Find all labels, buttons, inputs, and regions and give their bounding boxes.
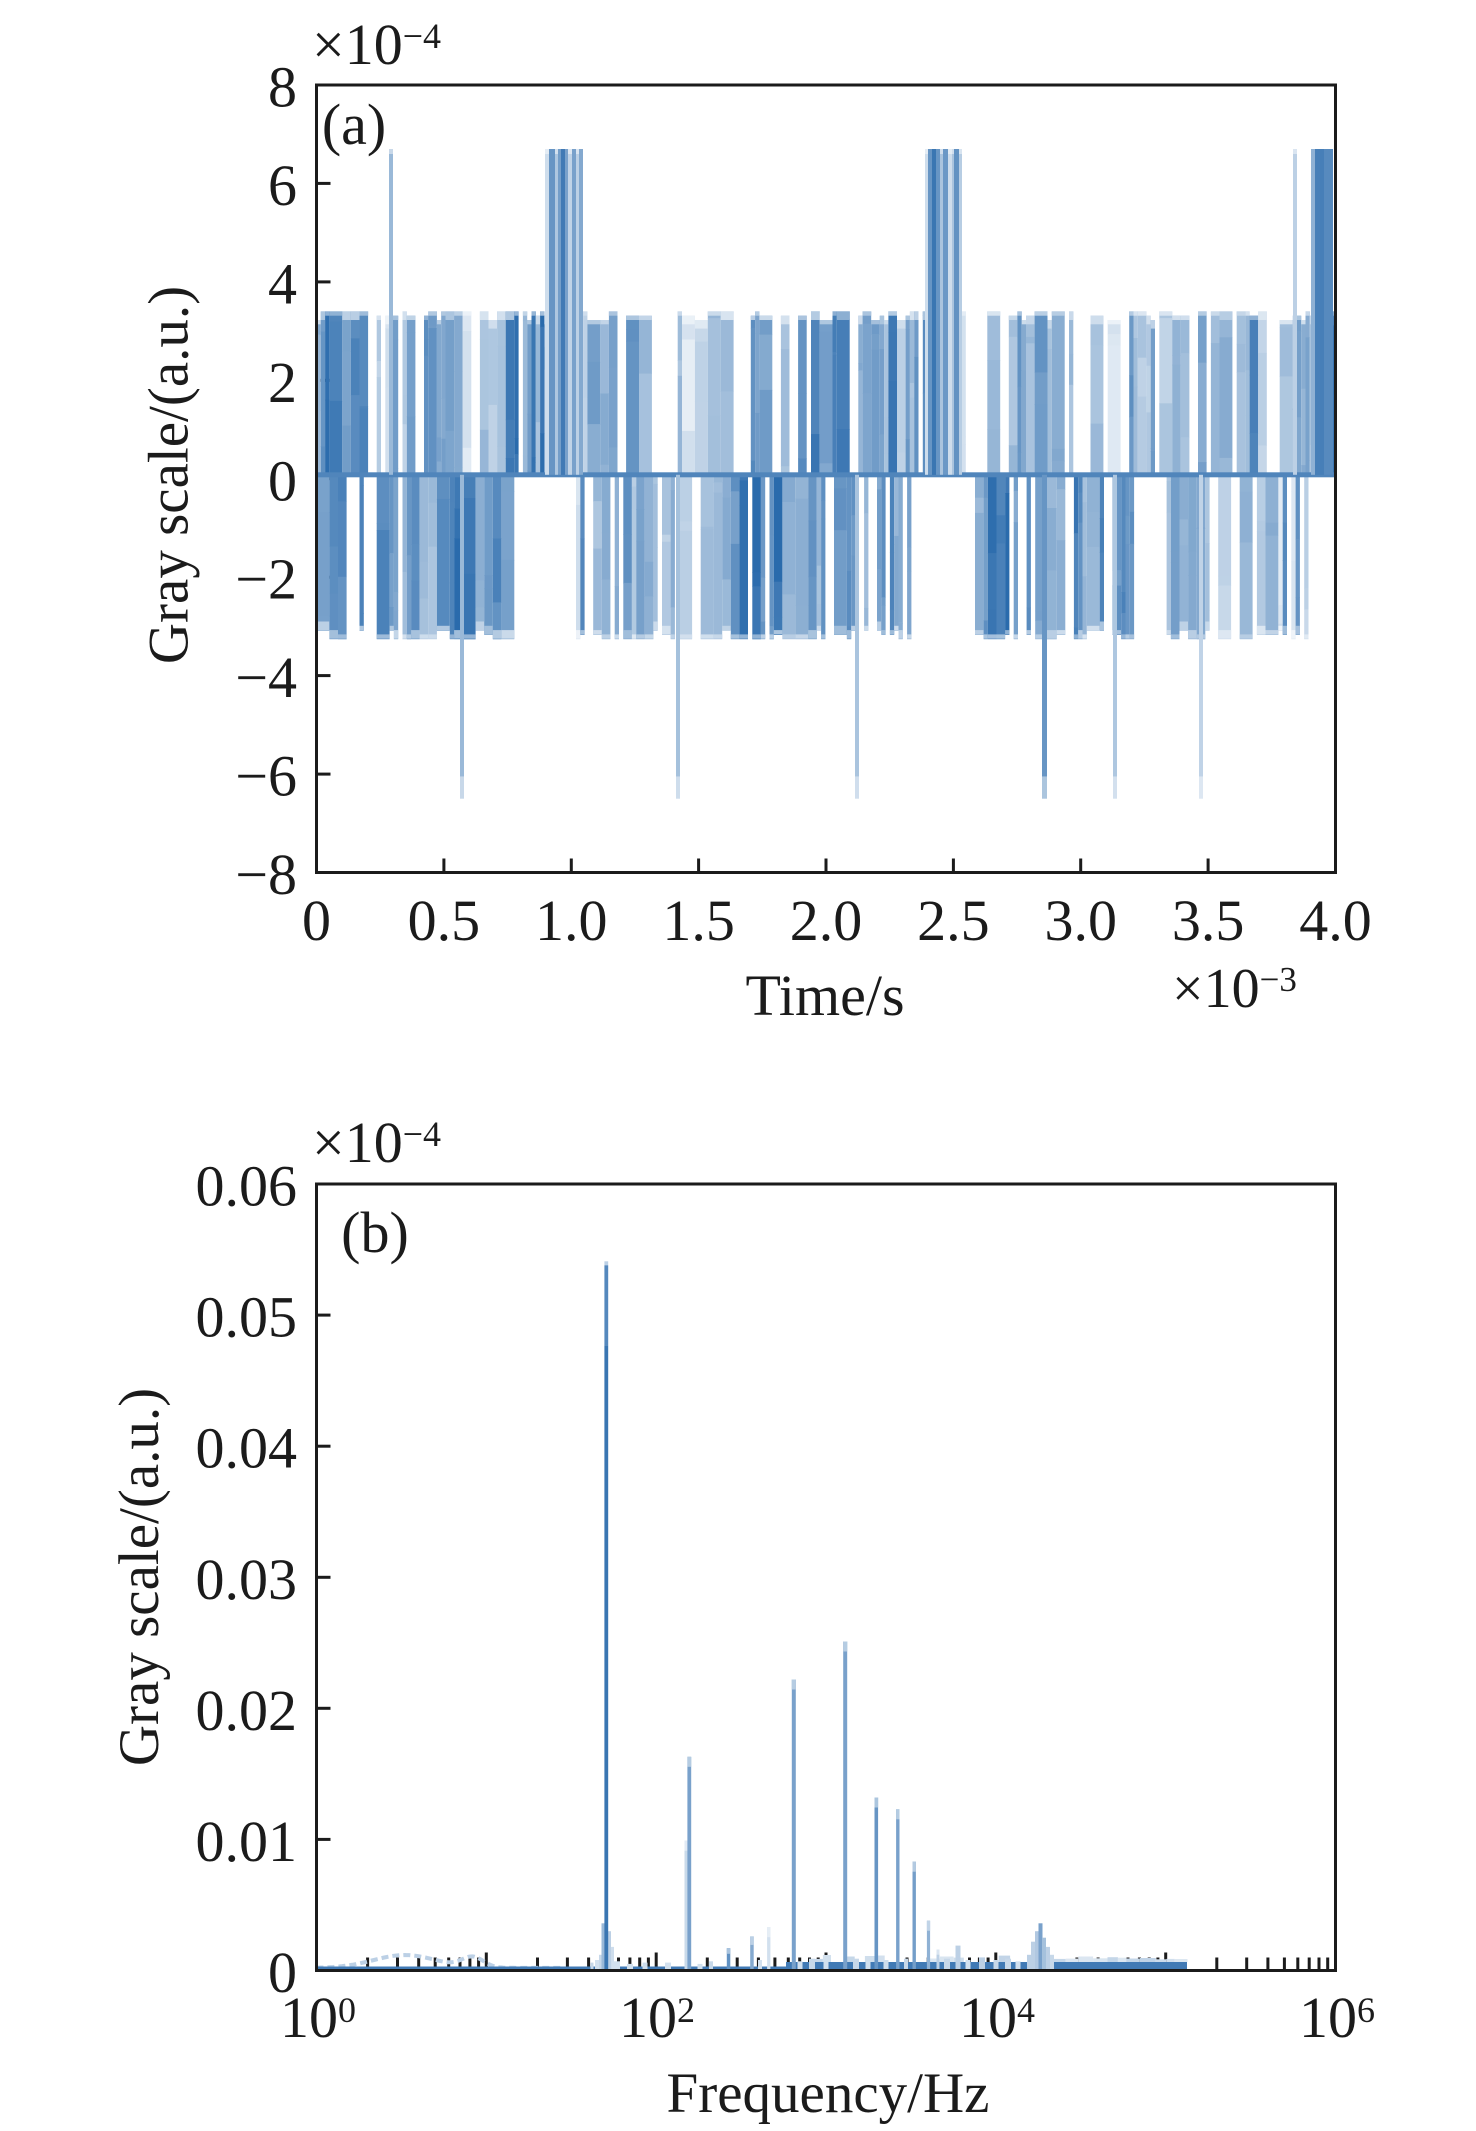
svg-text:2.0: 2.0 bbox=[790, 888, 863, 953]
svg-text:0: 0 bbox=[268, 448, 297, 513]
svg-text:4: 4 bbox=[268, 251, 297, 316]
svg-text:8: 8 bbox=[268, 55, 297, 120]
svg-text:1.0: 1.0 bbox=[535, 888, 608, 953]
svg-text:0.03: 0.03 bbox=[196, 1547, 298, 1612]
svg-text:0: 0 bbox=[302, 888, 331, 953]
svg-text:−4: −4 bbox=[235, 645, 297, 710]
svg-text:1.5: 1.5 bbox=[662, 888, 735, 953]
svg-text:0.5: 0.5 bbox=[408, 888, 481, 953]
svg-text:2: 2 bbox=[268, 350, 297, 415]
svg-text:3.0: 3.0 bbox=[1045, 888, 1118, 953]
svg-text:−2: −2 bbox=[235, 547, 297, 612]
svg-text:4.0: 4.0 bbox=[1299, 888, 1372, 953]
svg-text:Gray scale/(a.u.): Gray scale/(a.u.) bbox=[108, 1388, 171, 1766]
svg-text:0.06: 0.06 bbox=[196, 1154, 298, 1219]
svg-text:Gray scale/(a.u.): Gray scale/(a.u.) bbox=[138, 286, 201, 664]
svg-text:−6: −6 bbox=[235, 744, 297, 809]
svg-text:6: 6 bbox=[268, 153, 297, 218]
svg-text:0.02: 0.02 bbox=[196, 1678, 298, 1743]
svg-text:0.04: 0.04 bbox=[196, 1416, 298, 1481]
svg-text:Time/s: Time/s bbox=[745, 963, 904, 1028]
svg-text:0: 0 bbox=[268, 1940, 297, 2005]
svg-text:3.5: 3.5 bbox=[1172, 888, 1245, 953]
svg-text:Frequency/Hz: Frequency/Hz bbox=[667, 2062, 990, 2125]
svg-text:0.01: 0.01 bbox=[196, 1809, 298, 1874]
svg-text:−8: −8 bbox=[235, 842, 297, 907]
svg-text:(a): (a) bbox=[322, 92, 386, 157]
svg-text:(b): (b) bbox=[341, 1200, 409, 1265]
svg-text:2.5: 2.5 bbox=[917, 888, 990, 953]
svg-text:0.05: 0.05 bbox=[196, 1285, 298, 1350]
